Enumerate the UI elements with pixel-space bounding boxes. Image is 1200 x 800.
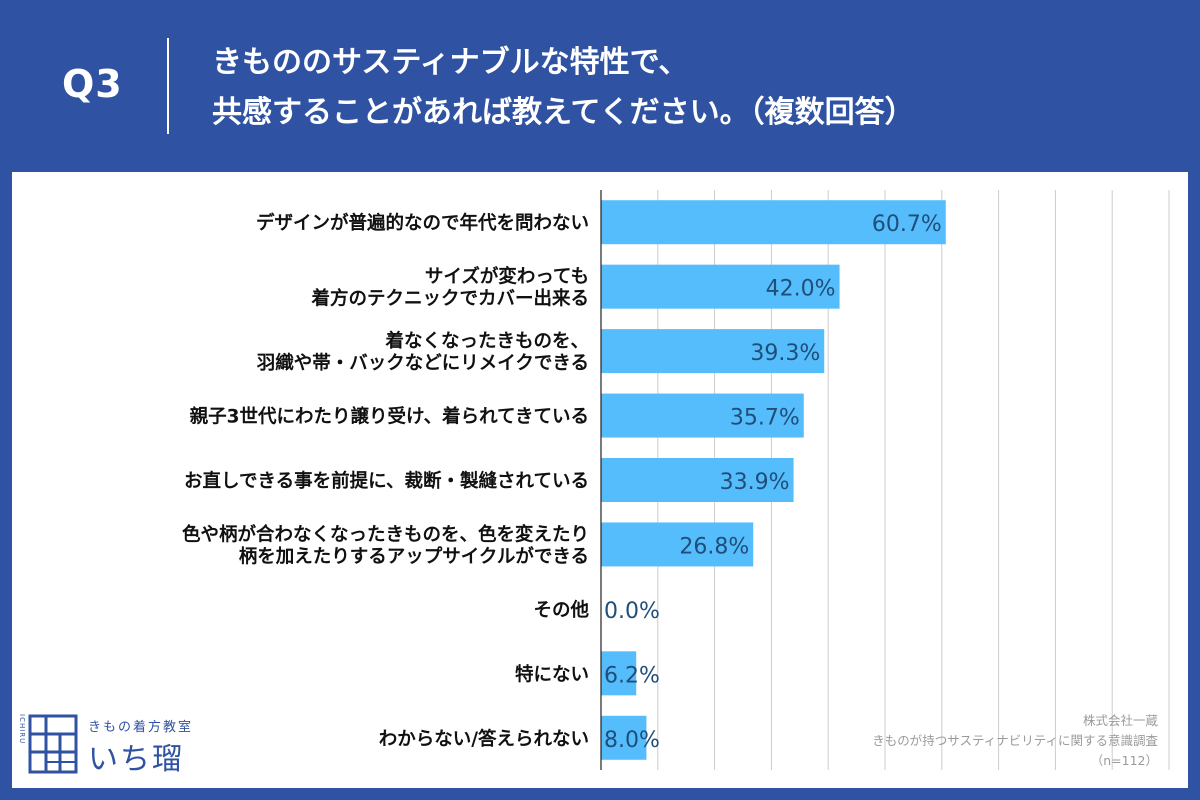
header-divider (167, 38, 169, 134)
logo-subtitle: きもの着方教室 (88, 720, 194, 735)
question-title-line1: きもののサスティナブルな特性で、 (212, 45, 689, 80)
bar (601, 651, 637, 696)
bar (601, 715, 647, 760)
bar (601, 393, 804, 438)
category-label: 羽織や帯・バックなどにリメイクできる (257, 352, 589, 374)
category-label: お直しできる事を前提に、裁断・製縫されている (184, 470, 589, 492)
category-label: 色や柄が合わなくなったきものを、色を変えたり (182, 523, 589, 545)
data-label: 42.0% (766, 277, 836, 302)
category-label: その他 (533, 599, 589, 621)
data-label: 35.7% (730, 406, 800, 431)
bar (601, 200, 946, 245)
source-note: 株式会社一蔵 きものが持つサスティナビリティに関する意識調査 （n=112） (872, 711, 1158, 771)
bar (601, 522, 754, 567)
data-label: 6.2% (604, 663, 660, 688)
category-label: 着なくなったきものを、 (384, 330, 589, 352)
question-title: きもののサスティナブルな特性で、 共感することがあれば教えてください。（複数回答… (212, 38, 915, 138)
data-label: 26.8% (679, 534, 749, 559)
question-number: Q3 (62, 62, 123, 106)
chart-panel: 60.7% デザインが普遍的なので年代を問わない 42.0% サイズが変わっても 着方の… (12, 172, 1188, 788)
bar-chart: 60.7% デザインが普遍的なので年代を問わない 42.0% サイズが変わっても着方の… (182, 190, 1170, 770)
logo: ICHIRU きもの着方教室 いち瑠 (18, 710, 212, 777)
category-label: デザインが普遍的なので年代を問わない (256, 212, 589, 234)
source-company: 株式会社一蔵 (1082, 713, 1158, 728)
logo-name: いち瑠 (88, 742, 184, 777)
bar (601, 458, 794, 502)
data-label: 39.3% (750, 341, 820, 366)
header: Q3 きもののサスティナブルな特性で、 共感することがあれば教えてください。（複… (0, 0, 1200, 170)
data-label: 60.7% (872, 212, 942, 237)
data-label: 0.0% (604, 599, 660, 624)
category-label: 親子3世代にわたり譲り受け、着られてきている (190, 406, 589, 428)
logo-vertical-text: ICHIRU (18, 714, 26, 745)
category-label: 着方のテクニックでカバー出来る (310, 288, 589, 310)
category-label: 特にない (515, 663, 589, 685)
bar (601, 264, 840, 309)
category-label: サイズが変わっても (425, 266, 589, 288)
category-label: 柄を加えたりするアップサイクルができる (239, 545, 589, 567)
logo-mark-icon (28, 714, 78, 774)
data-label: 33.9% (720, 470, 790, 495)
category-label: わからない/答えられない (379, 728, 589, 750)
source-survey: きものが持つサスティナビリティに関する意識調査 (872, 733, 1158, 748)
data-label: 8.0% (604, 728, 660, 753)
source-sample: （n=112） (1090, 753, 1158, 768)
question-title-line2: 共感することがあれば教えてください。（複数回答） (212, 95, 915, 130)
bar (601, 329, 825, 374)
